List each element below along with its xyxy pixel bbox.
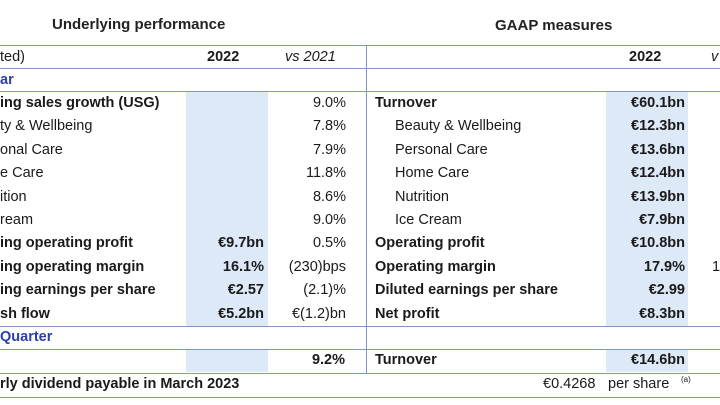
right-row-2022: 17.9% [643, 258, 685, 275]
right-2022-quarter-shade [606, 349, 688, 372]
left-section-title: Underlying performance [52, 16, 226, 33]
right-row-2022: €2.99 [648, 282, 685, 299]
left-row-2022: 16.1% [222, 258, 264, 275]
right-row-label: Nutrition [395, 188, 449, 205]
right-row-vs-partial: 1 [712, 258, 720, 275]
left-row-2022 [186, 115, 264, 138]
right-row-label: Ice Cream [395, 212, 462, 228]
left-row-vs2021: 11.8% [305, 165, 346, 182]
left-row-vs2021: 9.0% [312, 212, 346, 228]
right-col-vs-header: v [711, 49, 719, 65]
section-vertical-divider [366, 45, 367, 373]
right-row-label: Home Care [395, 165, 470, 182]
right-row-2022: €12.4bn [631, 165, 685, 182]
dividend-footnote: (a) [681, 375, 691, 384]
left-row-vs2021: (230)bps [288, 258, 346, 275]
left-row-vs2021: 7.9% [312, 141, 346, 158]
left-row-vs2021: 7.8% [312, 118, 346, 135]
right-row-2022: €13.9bn [631, 188, 685, 205]
right-row-2022: €60.1bn [631, 95, 685, 111]
left-row-vs2021: 8.6% [312, 188, 346, 205]
left-row-vs2021: 9.0% [312, 95, 346, 111]
left-row-label: ing earnings per share [0, 282, 156, 299]
dividend-top-divider [0, 373, 720, 374]
left-row-label: e Care [0, 165, 44, 182]
right-row-2022: €7.9bn [639, 212, 685, 228]
year-section-label: ar [0, 72, 14, 88]
right-col-2022-header: 2022 [629, 49, 662, 65]
header-divider [0, 45, 720, 46]
left-col-2022-header: 2022 [207, 49, 240, 65]
right-row-label: Personal Care [395, 141, 488, 158]
left-row-vs2021: 0.5% [312, 235, 346, 252]
right-row-label: Operating profit [375, 235, 485, 252]
quarter-section-divider [0, 349, 720, 350]
year-section-divider [0, 91, 720, 92]
right-row-label: Diluted earnings per share [375, 282, 558, 299]
left-row-label: sh flow [0, 305, 50, 322]
right-row-2022: €12.3bn [631, 118, 685, 135]
left-row-2022 [186, 162, 264, 185]
left-row-label: ream [0, 212, 34, 228]
quarter-right-label: Turnover [375, 352, 437, 368]
left-row-label: ing operating profit [0, 235, 133, 252]
right-row-2022: €13.6bn [631, 141, 685, 158]
left-2022-quarter-shade [186, 349, 268, 372]
right-section-title: GAAP measures [495, 17, 613, 34]
quarter-section-top-divider [0, 326, 720, 327]
left-row-2022 [186, 139, 264, 162]
left-row-vs2021: €(1.2)bn [291, 305, 346, 322]
right-row-2022: €8.3bn [639, 305, 685, 322]
left-row-2022 [186, 92, 264, 115]
bottom-divider [0, 397, 720, 398]
left-row-label: ition [0, 188, 27, 205]
left-2022-column-shade [186, 92, 268, 326]
left-row-2022 [186, 186, 264, 209]
dividend-value: €0.4268 [543, 376, 596, 392]
right-row-2022: €10.8bn [631, 235, 685, 252]
left-row-label: ty & Wellbeing [0, 118, 93, 135]
dividend-unit: per share [608, 376, 670, 392]
dividend-label: rly dividend payable in March 2023 [0, 376, 240, 392]
left-row-2022: €5.2bn [218, 305, 264, 322]
right-row-label: Operating margin [375, 258, 496, 275]
quarter-right-2022: €14.6bn [631, 352, 685, 368]
column-header-divider [0, 68, 720, 69]
left-row-vs2021: (2.1)% [303, 282, 346, 299]
left-row-2022: €2.57 [227, 282, 264, 299]
left-col-vs2021-header: vs 2021 [285, 49, 336, 65]
left-row-label: onal Care [0, 141, 63, 158]
left-row-2022 [186, 209, 264, 232]
right-2022-column-shade [606, 92, 688, 326]
right-row-label: Beauty & Wellbeing [395, 118, 522, 135]
left-row-label: ing sales growth (USG) [0, 95, 160, 111]
left-row-2022: €9.7bn [218, 235, 264, 252]
right-row-label: Net profit [375, 305, 440, 322]
right-row-label: Turnover [375, 95, 437, 111]
quarter-left-vs: 9.2% [311, 352, 345, 368]
quarter-section-label: Quarter [0, 329, 53, 345]
left-row-label: ing operating margin [0, 258, 145, 275]
left-subtitle: ted) [0, 49, 25, 65]
